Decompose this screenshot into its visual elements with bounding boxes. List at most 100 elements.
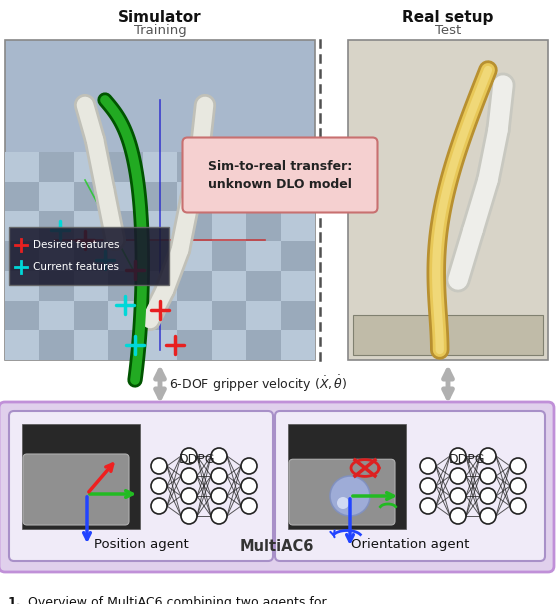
Bar [177, 330, 212, 360]
Bar [39, 241, 74, 271]
Circle shape [480, 488, 496, 504]
Text: Desired features: Desired features [33, 240, 120, 250]
Bar [177, 301, 212, 330]
Bar [281, 211, 315, 241]
Bar [246, 301, 281, 330]
Bar [212, 271, 246, 301]
Text: Current features: Current features [33, 262, 119, 272]
Bar [5, 330, 39, 360]
Bar [5, 152, 39, 182]
Text: Overview of MultiAC6 combining two agents for: Overview of MultiAC6 combining two agent… [28, 596, 326, 604]
Text: Orientation agent: Orientation agent [351, 538, 469, 551]
Bar [281, 241, 315, 271]
Bar [177, 271, 212, 301]
Bar [39, 271, 74, 301]
Text: DDPG: DDPG [449, 453, 485, 466]
Circle shape [211, 448, 227, 464]
Bar [246, 271, 281, 301]
Text: Sim-to-real transfer:
unknown DLO model: Sim-to-real transfer: unknown DLO model [208, 159, 352, 190]
Circle shape [211, 488, 227, 504]
Bar [108, 241, 143, 271]
Text: Position agent: Position agent [93, 538, 188, 551]
Bar [143, 301, 177, 330]
Bar [74, 211, 108, 241]
FancyBboxPatch shape [9, 227, 169, 285]
Bar [108, 211, 143, 241]
Bar [5, 40, 315, 360]
Bar [39, 301, 74, 330]
Bar [177, 182, 212, 211]
Circle shape [510, 478, 526, 494]
Circle shape [211, 508, 227, 524]
Circle shape [510, 498, 526, 514]
Bar [353, 315, 543, 355]
Bar [5, 271, 39, 301]
FancyBboxPatch shape [289, 459, 395, 525]
Circle shape [420, 458, 436, 474]
FancyBboxPatch shape [275, 411, 545, 561]
Bar [246, 211, 281, 241]
Bar [288, 424, 406, 529]
Circle shape [151, 478, 167, 494]
Circle shape [337, 497, 349, 509]
Bar [348, 40, 548, 360]
Bar [143, 330, 177, 360]
Bar [143, 241, 177, 271]
Text: Simulator: Simulator [118, 10, 202, 25]
Bar [108, 182, 143, 211]
Bar [212, 152, 246, 182]
Circle shape [420, 498, 436, 514]
Bar [39, 152, 74, 182]
FancyBboxPatch shape [23, 454, 129, 525]
Bar [74, 330, 108, 360]
Circle shape [510, 458, 526, 474]
Bar [212, 330, 246, 360]
Bar [39, 330, 74, 360]
Bar [5, 211, 39, 241]
Circle shape [480, 508, 496, 524]
Circle shape [241, 498, 257, 514]
Bar [281, 301, 315, 330]
Circle shape [450, 508, 466, 524]
Text: DDPG: DDPG [178, 453, 215, 466]
Bar [246, 241, 281, 271]
FancyBboxPatch shape [182, 138, 378, 213]
Bar [108, 152, 143, 182]
Bar [74, 301, 108, 330]
FancyBboxPatch shape [0, 402, 554, 572]
Bar [143, 152, 177, 182]
Text: Test: Test [435, 24, 461, 37]
Bar [143, 211, 177, 241]
Bar [246, 152, 281, 182]
Circle shape [181, 508, 197, 524]
Text: 6-DOF gripper velocity $(\dot{X},\dot{\theta})$: 6-DOF gripper velocity $(\dot{X},\dot{\t… [169, 374, 348, 394]
Bar [74, 241, 108, 271]
Circle shape [450, 488, 466, 504]
Bar [39, 211, 74, 241]
Bar [281, 330, 315, 360]
Text: MultiAC6: MultiAC6 [239, 539, 314, 554]
Circle shape [181, 468, 197, 484]
Circle shape [330, 476, 370, 516]
Bar [246, 330, 281, 360]
Circle shape [420, 478, 436, 494]
Bar [281, 271, 315, 301]
Circle shape [181, 448, 197, 464]
FancyBboxPatch shape [9, 411, 273, 561]
Bar [212, 182, 246, 211]
Circle shape [480, 448, 496, 464]
Bar [143, 182, 177, 211]
Bar [108, 301, 143, 330]
Bar [177, 241, 212, 271]
Bar [5, 241, 39, 271]
Bar [39, 182, 74, 211]
Bar [108, 330, 143, 360]
Circle shape [450, 468, 466, 484]
Bar [74, 182, 108, 211]
Bar [212, 301, 246, 330]
Bar [281, 182, 315, 211]
Bar [108, 271, 143, 301]
Circle shape [480, 468, 496, 484]
Bar [246, 182, 281, 211]
Circle shape [151, 458, 167, 474]
